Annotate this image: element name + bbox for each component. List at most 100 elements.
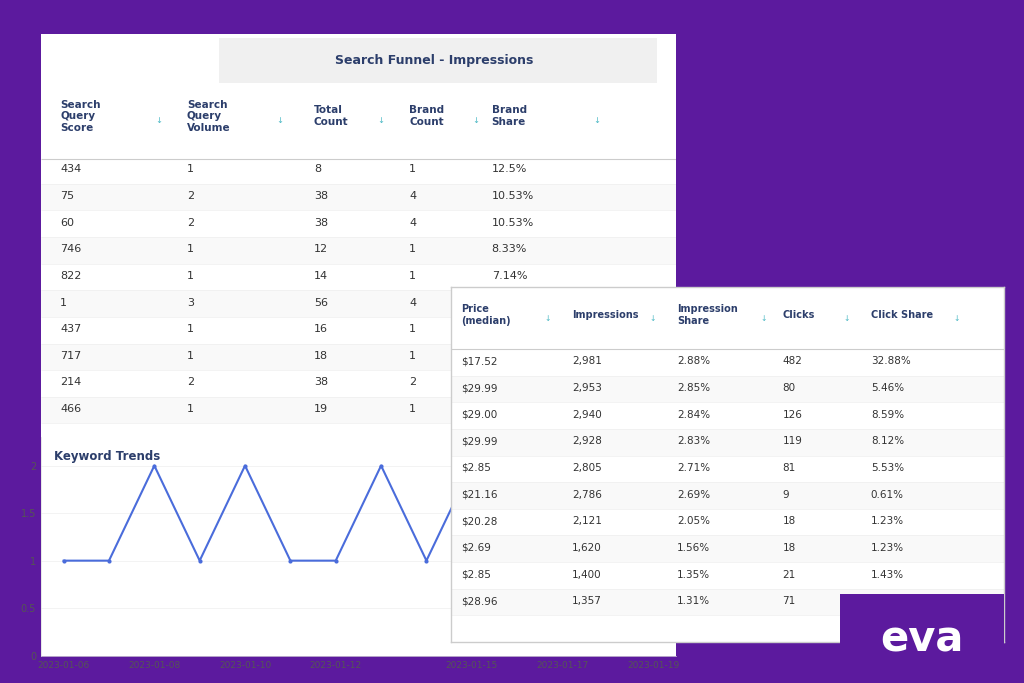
Text: 1: 1 [187, 351, 194, 361]
Text: 1.23%: 1.23% [870, 516, 904, 527]
Text: ↓: ↓ [156, 115, 162, 125]
Text: 2,940: 2,940 [572, 410, 602, 420]
Text: 482: 482 [782, 357, 802, 367]
Text: Search Funnel - Impressions: Search Funnel - Impressions [336, 54, 534, 68]
Text: 71: 71 [782, 596, 796, 607]
Text: 81: 81 [782, 463, 796, 473]
Text: 4: 4 [410, 191, 417, 201]
Text: 12.5%: 12.5% [492, 165, 527, 174]
Text: ↓: ↓ [760, 314, 767, 323]
Text: 717: 717 [60, 351, 81, 361]
Text: 5.53%: 5.53% [870, 463, 904, 473]
Text: $29.00: $29.00 [462, 410, 498, 420]
Text: 2,928: 2,928 [572, 436, 602, 447]
Text: 2,981: 2,981 [572, 357, 602, 367]
Text: $29.99: $29.99 [462, 383, 498, 393]
Text: 2: 2 [187, 378, 195, 387]
Text: 822: 822 [60, 271, 81, 281]
Text: 38: 38 [314, 378, 328, 387]
Text: 437: 437 [60, 324, 81, 334]
Text: Search
Query
Volume: Search Query Volume [187, 100, 230, 133]
Text: Clicks: Clicks [782, 310, 815, 320]
FancyBboxPatch shape [451, 376, 1004, 402]
Text: 1: 1 [187, 165, 194, 174]
Text: 2.84%: 2.84% [677, 410, 711, 420]
Text: 38: 38 [314, 218, 328, 227]
Text: Brand
Share: Brand Share [492, 105, 527, 127]
Text: 466: 466 [60, 404, 81, 414]
Text: 7.14%: 7.14% [492, 298, 527, 307]
Text: 2,953: 2,953 [572, 383, 602, 393]
Text: Impressions: Impressions [572, 310, 639, 320]
Text: Keyword Trends: Keyword Trends [53, 450, 160, 463]
Text: 75: 75 [60, 191, 74, 201]
Text: 4: 4 [410, 298, 417, 307]
Text: 18: 18 [782, 516, 796, 527]
Text: 4: 4 [410, 218, 417, 227]
Text: 60: 60 [60, 218, 74, 227]
Text: $2.85: $2.85 [462, 570, 492, 580]
Text: 1.56%: 1.56% [677, 543, 711, 553]
Text: ↓: ↓ [378, 115, 384, 125]
Text: ↓: ↓ [953, 314, 961, 323]
Text: 8.59%: 8.59% [870, 410, 904, 420]
Text: 8.33%: 8.33% [492, 245, 527, 254]
Text: 16: 16 [314, 324, 328, 334]
Text: 1: 1 [410, 271, 416, 281]
FancyBboxPatch shape [451, 535, 1004, 562]
Text: 8.12%: 8.12% [870, 436, 904, 447]
Text: 126: 126 [782, 410, 802, 420]
Text: 2.83%: 2.83% [677, 436, 711, 447]
Text: 434: 434 [60, 165, 81, 174]
Text: 1: 1 [187, 324, 194, 334]
Text: 9: 9 [782, 490, 788, 500]
Text: 1: 1 [187, 245, 194, 254]
FancyBboxPatch shape [41, 184, 676, 210]
Text: 214: 214 [60, 378, 81, 387]
Text: 2.88%: 2.88% [677, 357, 711, 367]
FancyBboxPatch shape [451, 429, 1004, 456]
Text: 1: 1 [410, 351, 416, 361]
Text: 10.53%: 10.53% [492, 191, 534, 201]
Text: eva: eva [880, 618, 964, 660]
Text: ↓: ↓ [275, 115, 283, 125]
Text: $29.99: $29.99 [462, 436, 498, 447]
Text: Click Share: Click Share [870, 310, 933, 320]
Text: 38: 38 [314, 191, 328, 201]
Text: $2.85: $2.85 [462, 463, 492, 473]
Text: 1.35%: 1.35% [677, 570, 711, 580]
FancyBboxPatch shape [219, 38, 656, 83]
Text: 1,357: 1,357 [572, 596, 602, 607]
Text: 1: 1 [410, 404, 416, 414]
Text: Price
(median): Price (median) [462, 305, 511, 326]
Text: ↓: ↓ [843, 314, 850, 323]
Text: 1,620: 1,620 [572, 543, 602, 553]
Text: 1.23%: 1.23% [870, 543, 904, 553]
Text: 56: 56 [314, 298, 328, 307]
Text: 2.05%: 2.05% [677, 516, 711, 527]
Text: 12: 12 [314, 245, 328, 254]
Text: 18: 18 [782, 543, 796, 553]
FancyBboxPatch shape [451, 482, 1004, 509]
Text: 2,786: 2,786 [572, 490, 602, 500]
Text: 18: 18 [314, 351, 328, 361]
Text: 1: 1 [410, 245, 416, 254]
Text: Total
Count: Total Count [314, 105, 348, 127]
Text: 8: 8 [314, 165, 322, 174]
Text: 19: 19 [314, 404, 328, 414]
Text: 1.31%: 1.31% [677, 596, 711, 607]
Text: 4.84%: 4.84% [870, 596, 904, 607]
Text: $28.96: $28.96 [462, 596, 498, 607]
Text: 80: 80 [782, 383, 796, 393]
Text: 1.43%: 1.43% [870, 570, 904, 580]
Text: 2,121: 2,121 [572, 516, 602, 527]
Text: $21.16: $21.16 [462, 490, 498, 500]
Text: 2: 2 [187, 191, 195, 201]
Text: 21: 21 [782, 570, 796, 580]
Text: 2: 2 [187, 218, 195, 227]
Text: 1: 1 [187, 271, 194, 281]
Text: Brand
Count: Brand Count [410, 105, 444, 127]
Text: 2.69%: 2.69% [677, 490, 711, 500]
Text: 1: 1 [410, 324, 416, 334]
Text: 14: 14 [314, 271, 328, 281]
